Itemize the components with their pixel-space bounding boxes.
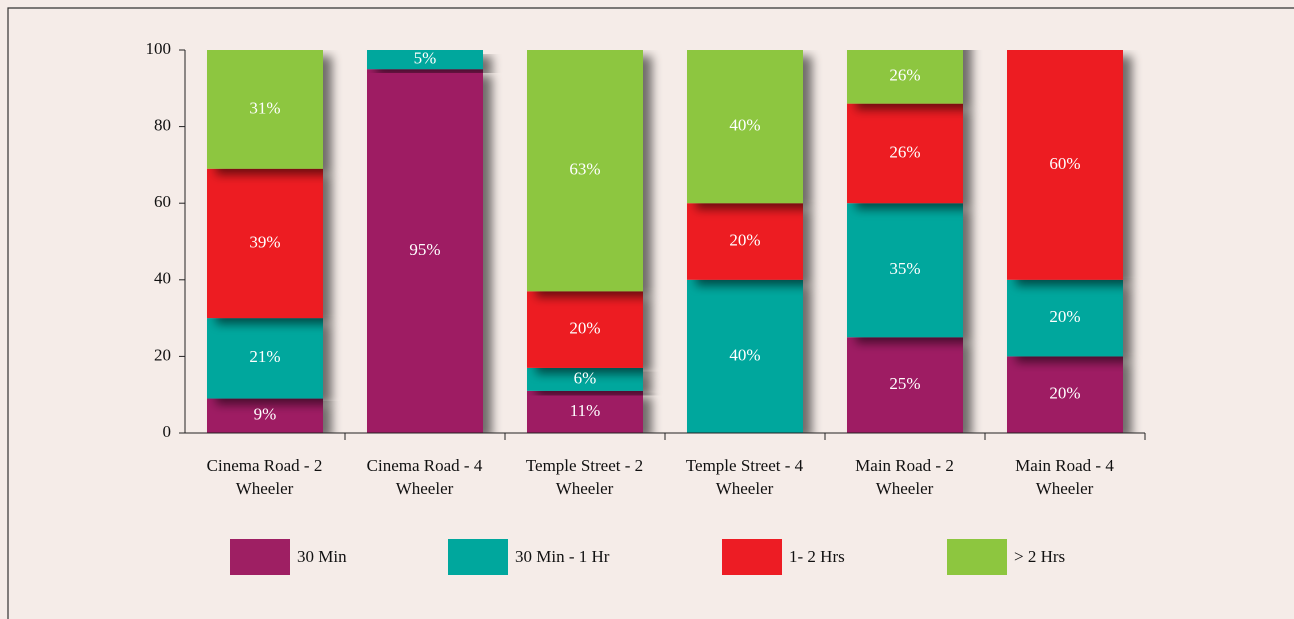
legend-swatch — [722, 539, 782, 575]
data-label: 95% — [409, 240, 440, 259]
x-tick-label: Cinema Road - 2 Wheeler — [206, 456, 323, 498]
data-label: 5% — [414, 48, 437, 67]
legend-swatch — [448, 539, 508, 575]
data-label: 39% — [249, 232, 280, 251]
bar-segment — [367, 50, 483, 70]
bar-segment — [847, 337, 963, 433]
frame — [7, 7, 1294, 619]
data-label: 60% — [1049, 154, 1080, 173]
data-label: 26% — [889, 142, 920, 161]
data-label: 31% — [249, 98, 280, 117]
legend-label: > 2 Hrs — [1014, 547, 1065, 566]
x-tick-label: Temple Street - 4 Wheeler — [685, 456, 804, 498]
bar-segment — [207, 168, 323, 319]
data-label: 20% — [1049, 384, 1080, 403]
bar-segment — [1007, 50, 1123, 280]
bar-segment — [207, 398, 323, 433]
y-tick-label: 100 — [146, 39, 172, 58]
bar-segment — [367, 69, 483, 433]
x-tick-label: Cinema Road - 4 Wheeler — [366, 456, 483, 498]
bar-segment — [527, 291, 643, 368]
bar-segment — [1007, 279, 1123, 357]
legend-label: 1- 2 Hrs — [789, 547, 845, 566]
data-label: 9% — [254, 405, 277, 424]
y-tick-label: 60 — [154, 192, 171, 211]
data-label: 20% — [569, 318, 600, 337]
legend-label: 30 Min — [297, 547, 347, 566]
y-tick-label: 20 — [154, 345, 171, 364]
bar-segment — [527, 367, 643, 391]
x-tick-label: Temple Street - 2 Wheeler — [525, 456, 644, 498]
data-label: 25% — [889, 374, 920, 393]
bar-segment — [207, 318, 323, 399]
bar-segment — [847, 50, 963, 104]
data-label: 26% — [889, 66, 920, 85]
legend-swatch — [947, 539, 1007, 575]
data-label: 20% — [1049, 307, 1080, 326]
bars — [207, 50, 1123, 433]
x-tick-label: Main Road - 4 Wheeler — [1015, 456, 1114, 498]
data-label: 6% — [574, 368, 597, 387]
data-label: 63% — [569, 160, 600, 179]
bar-segment — [207, 50, 323, 169]
legend-swatch — [230, 539, 290, 575]
data-label: 21% — [249, 347, 280, 366]
data-label: 11% — [570, 401, 601, 420]
data-label: 40% — [729, 345, 760, 364]
y-tick-label: 0 — [163, 422, 172, 441]
legend-label: 30 Min - 1 Hr — [515, 547, 610, 566]
bar-segment — [527, 50, 643, 292]
data-label: 35% — [889, 259, 920, 278]
bar-segment — [527, 390, 643, 433]
data-label: 40% — [729, 116, 760, 135]
bar-segment — [847, 203, 963, 338]
bar-segment — [687, 50, 803, 204]
data-label: 20% — [729, 230, 760, 249]
y-tick-label: 40 — [154, 269, 171, 288]
bar-segment — [1007, 356, 1123, 433]
bar-segment — [687, 203, 803, 280]
bar-segment — [847, 103, 963, 204]
x-tick-label: Main Road - 2 Wheeler — [855, 456, 954, 498]
y-tick-label: 80 — [154, 116, 171, 135]
bar-segment — [687, 279, 803, 433]
